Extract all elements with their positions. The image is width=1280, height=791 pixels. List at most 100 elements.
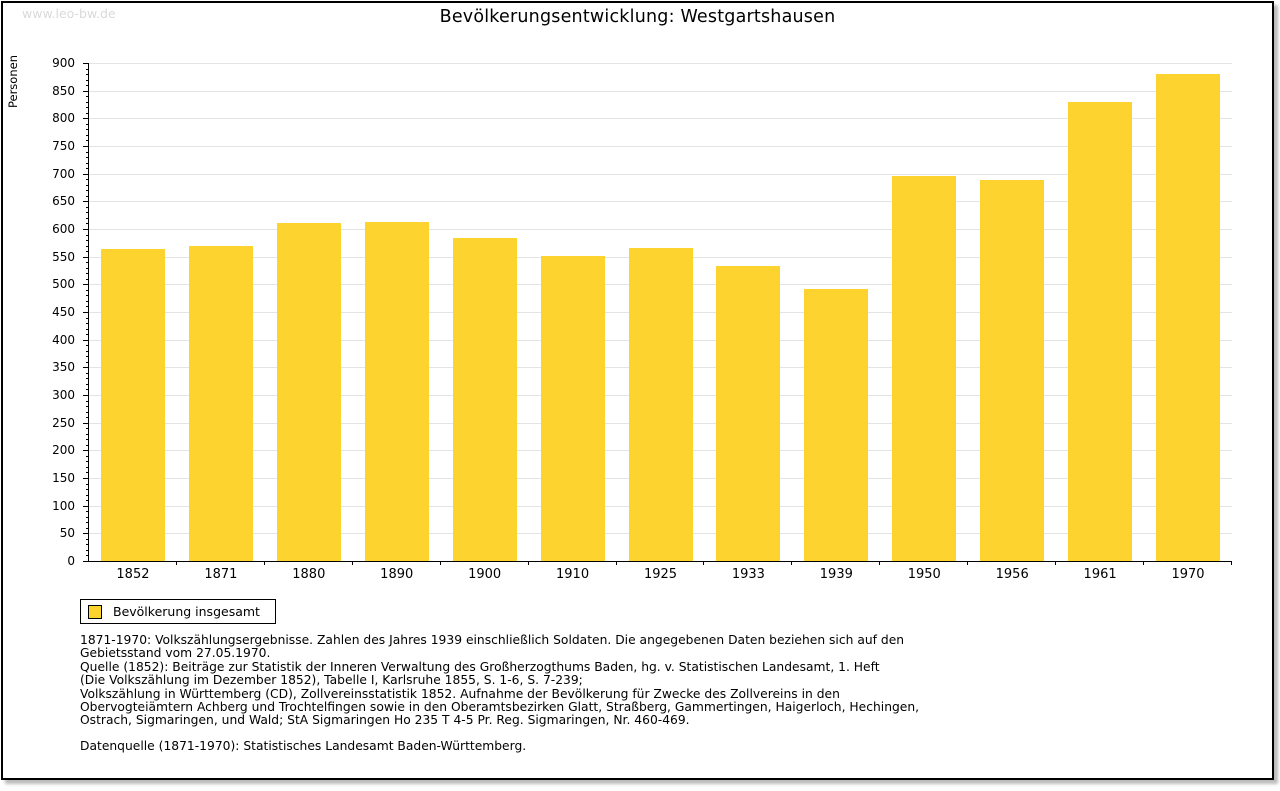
footnote-line: Quelle (1852): Beiträge zur Statistik de… [80, 659, 880, 674]
y-axis-minor-tick [86, 439, 89, 441]
x-tick-label: 1890 [380, 567, 414, 582]
y-axis-minor-tick [86, 306, 89, 308]
y-axis-major-tick [83, 367, 89, 369]
x-tick-label: 1950 [907, 567, 941, 582]
chart-title: Bevölkerungsentwicklung: Westgartshausen [439, 7, 836, 27]
y-axis-minor-tick [86, 190, 89, 192]
y-tick-label: 700 [52, 166, 75, 181]
bar-1950 [892, 176, 957, 561]
bar-1852 [100, 249, 165, 561]
y-axis-minor-tick [86, 549, 89, 551]
y-tick-label: 800 [52, 111, 75, 126]
x-axis-tick [791, 561, 793, 565]
y-axis-tick-labels: 0 50 100 150 200 250 300 350 400 450 500 550 600 650 7… [3, 56, 75, 568]
y-axis-major-tick [83, 561, 89, 562]
y-axis-major-tick [83, 201, 89, 203]
y-axis-minor-tick [86, 444, 89, 446]
y-axis-minor-tick [86, 223, 89, 225]
bar-1910 [540, 255, 605, 561]
page-frame: www.leo-bw.de Bevölkerungsentwicklung: W… [1, 1, 1274, 780]
y-axis-minor-tick [86, 328, 89, 330]
y-axis-minor-tick [86, 527, 89, 529]
y-tick-label: 150 [52, 471, 75, 485]
gridline [89, 118, 1232, 120]
gridline [89, 146, 1232, 147]
y-axis-minor-tick [86, 522, 89, 524]
y-axis-major-tick [83, 395, 89, 396]
x-axis-tick [879, 561, 881, 565]
y-axis-minor-tick [86, 289, 89, 291]
y-tick-label: 900 [52, 56, 75, 70]
y-axis-major-tick [83, 478, 89, 479]
y-tick-label: 200 [52, 443, 75, 458]
y-axis-minor-tick [86, 74, 89, 76]
y-axis-minor-tick [86, 516, 89, 518]
x-axis-tick [1143, 561, 1145, 565]
x-tick-label: 1852 [116, 567, 150, 582]
y-axis-minor-tick [86, 378, 89, 380]
y-axis-minor-tick [86, 157, 89, 159]
y-axis-minor-tick [86, 123, 89, 125]
y-axis-minor-tick [86, 85, 89, 87]
x-tick-label: 1933 [731, 567, 765, 582]
gridline [89, 229, 1232, 230]
y-axis-major-tick [83, 284, 89, 286]
bar-1933 [716, 266, 781, 561]
y-axis-minor-tick [86, 428, 89, 430]
y-axis-minor-tick [86, 212, 89, 214]
y-axis-minor-tick [86, 278, 89, 280]
y-axis-minor-tick [86, 511, 89, 513]
y-axis-minor-tick [86, 350, 89, 352]
y-axis-minor-tick [86, 389, 89, 391]
x-axis-tick [615, 561, 617, 565]
y-axis-minor-tick [86, 240, 89, 242]
x-axis-tick [175, 561, 177, 565]
y-axis-major-tick [83, 173, 89, 175]
y-axis-minor-tick [86, 406, 89, 408]
y-axis-minor-tick [86, 323, 89, 325]
x-axis-tick [527, 561, 529, 565]
y-axis-major-tick [83, 146, 89, 147]
x-tick-label: 1880 [292, 567, 326, 582]
y-tick-label: 50 [59, 526, 75, 541]
gridline [89, 90, 1232, 92]
bar-1970 [1156, 73, 1221, 561]
y-tick-label: 550 [52, 249, 75, 264]
y-axis-minor-tick [86, 96, 89, 98]
y-axis-major-tick [83, 229, 89, 230]
legend: Bevölkerung insgesamt [80, 599, 276, 624]
y-axis-minor-tick [86, 461, 89, 463]
y-axis-minor-tick [86, 262, 89, 264]
gridline [89, 173, 1232, 175]
y-axis-major-tick [83, 450, 89, 452]
y-axis-major-tick [83, 505, 89, 507]
y-axis-minor-tick [86, 317, 89, 319]
x-tick-label: 1925 [643, 567, 678, 582]
bar-1956 [980, 179, 1045, 561]
footnote-line: Gebietsstand vom 27.05.1970. [80, 646, 271, 661]
x-tick-label: 1956 [995, 567, 1029, 582]
y-axis-minor-tick [86, 140, 89, 142]
y-axis-minor-tick [86, 234, 89, 236]
y-axis-minor-tick [86, 217, 89, 219]
y-tick-label: 350 [52, 360, 75, 375]
y-axis-minor-tick [86, 433, 89, 435]
y-axis-minor-tick [86, 361, 89, 363]
x-tick-label: 1910 [556, 567, 590, 582]
y-axis-minor-tick [86, 417, 89, 419]
y-axis-minor-tick [86, 179, 89, 181]
y-axis-major-tick [83, 533, 89, 535]
y-axis-major-tick [83, 312, 89, 313]
y-axis-minor-tick [86, 472, 89, 474]
x-axis-tick [703, 561, 705, 565]
y-axis-minor-tick [86, 500, 89, 502]
x-axis-tick [263, 561, 265, 565]
y-axis-minor-tick [86, 466, 89, 468]
footnote-line: Obervogteiämtern Achberg und Trochtelfin… [80, 700, 920, 715]
y-axis-minor-tick [86, 107, 89, 109]
x-axis-tick [439, 561, 441, 565]
y-axis-minor-tick [86, 184, 89, 186]
y-axis-minor-tick [86, 455, 89, 457]
y-tick-label: 500 [52, 277, 75, 292]
watermark: www.leo-bw.de [22, 6, 116, 21]
